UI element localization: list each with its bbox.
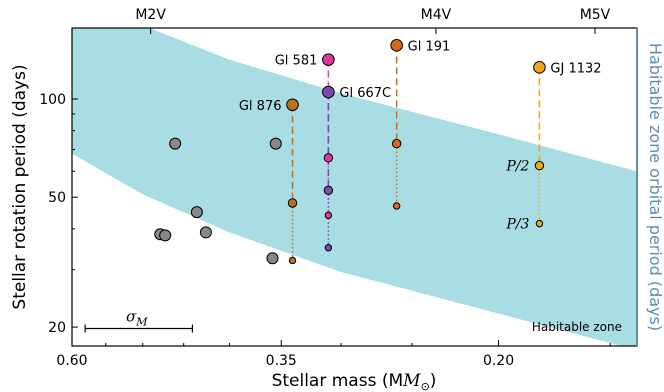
top-tick-label: M4V: [421, 7, 452, 23]
fraction-label: P/2: [505, 159, 529, 175]
other-star-point: [190, 206, 203, 219]
y-tick-label: 20: [48, 320, 66, 336]
star-half-period-point: [391, 138, 402, 149]
star-rotation-point: [322, 53, 335, 66]
star-third-period-point: [535, 219, 544, 228]
star-half-period-point: [323, 185, 334, 195]
star-label: Gl 191: [408, 39, 451, 54]
other-star-point: [169, 137, 182, 150]
star-half-period-point: [323, 153, 334, 163]
habitable-zone-band: [72, 28, 637, 346]
star-third-period-point: [288, 256, 297, 265]
top-tick-label: M2V: [135, 7, 166, 23]
star-half-period-point: [287, 198, 298, 208]
habitable-zone-label: Habitable zone: [532, 320, 622, 334]
star-half-period-point: [534, 160, 545, 171]
star-third-period-point: [392, 202, 401, 210]
fraction-label: P/3: [505, 217, 529, 233]
y-tick-label: 50: [48, 190, 66, 206]
axis-ticks: [71, 28, 611, 346]
other-star-point: [269, 137, 282, 150]
y-axis-title: Stellar rotation period (days): [10, 64, 30, 309]
chart-labels: 0.60 0.35 0.20 20 50 100 M2V M4V M5V σM Gl 876 Gl 5…: [39, 7, 610, 369]
top-tick-label: M5V: [580, 7, 611, 23]
star-label: Gl 667C: [339, 86, 391, 101]
sigma-label: σM: [126, 307, 148, 328]
other-star-point: [159, 229, 172, 242]
star-label: GJ 1132: [550, 61, 601, 76]
x-tick-label: 0.60: [56, 353, 87, 369]
other-star-point: [266, 252, 279, 265]
y-tick-label: 100: [39, 92, 66, 108]
star-third-period-point: [324, 244, 333, 252]
x-tick-label: 0.20: [483, 353, 514, 369]
star-rotation-point: [390, 39, 403, 52]
star-rotation-point: [286, 98, 299, 112]
data-points: [154, 39, 546, 265]
x-tick-label: 0.35: [266, 353, 297, 369]
star-label: Gl 876: [239, 99, 282, 114]
sigma-error-bar: [84, 324, 194, 333]
right-axis-title: Habitable zone orbital period (days): [646, 43, 664, 331]
star-third-period-point: [324, 211, 333, 220]
star-rotation-point: [533, 61, 546, 74]
star-label: Gl 581: [275, 54, 318, 69]
x-axis-title: Stellar mass (MM⊙): [272, 371, 437, 392]
other-star-point: [199, 226, 212, 239]
star-rotation-point: [322, 85, 335, 99]
